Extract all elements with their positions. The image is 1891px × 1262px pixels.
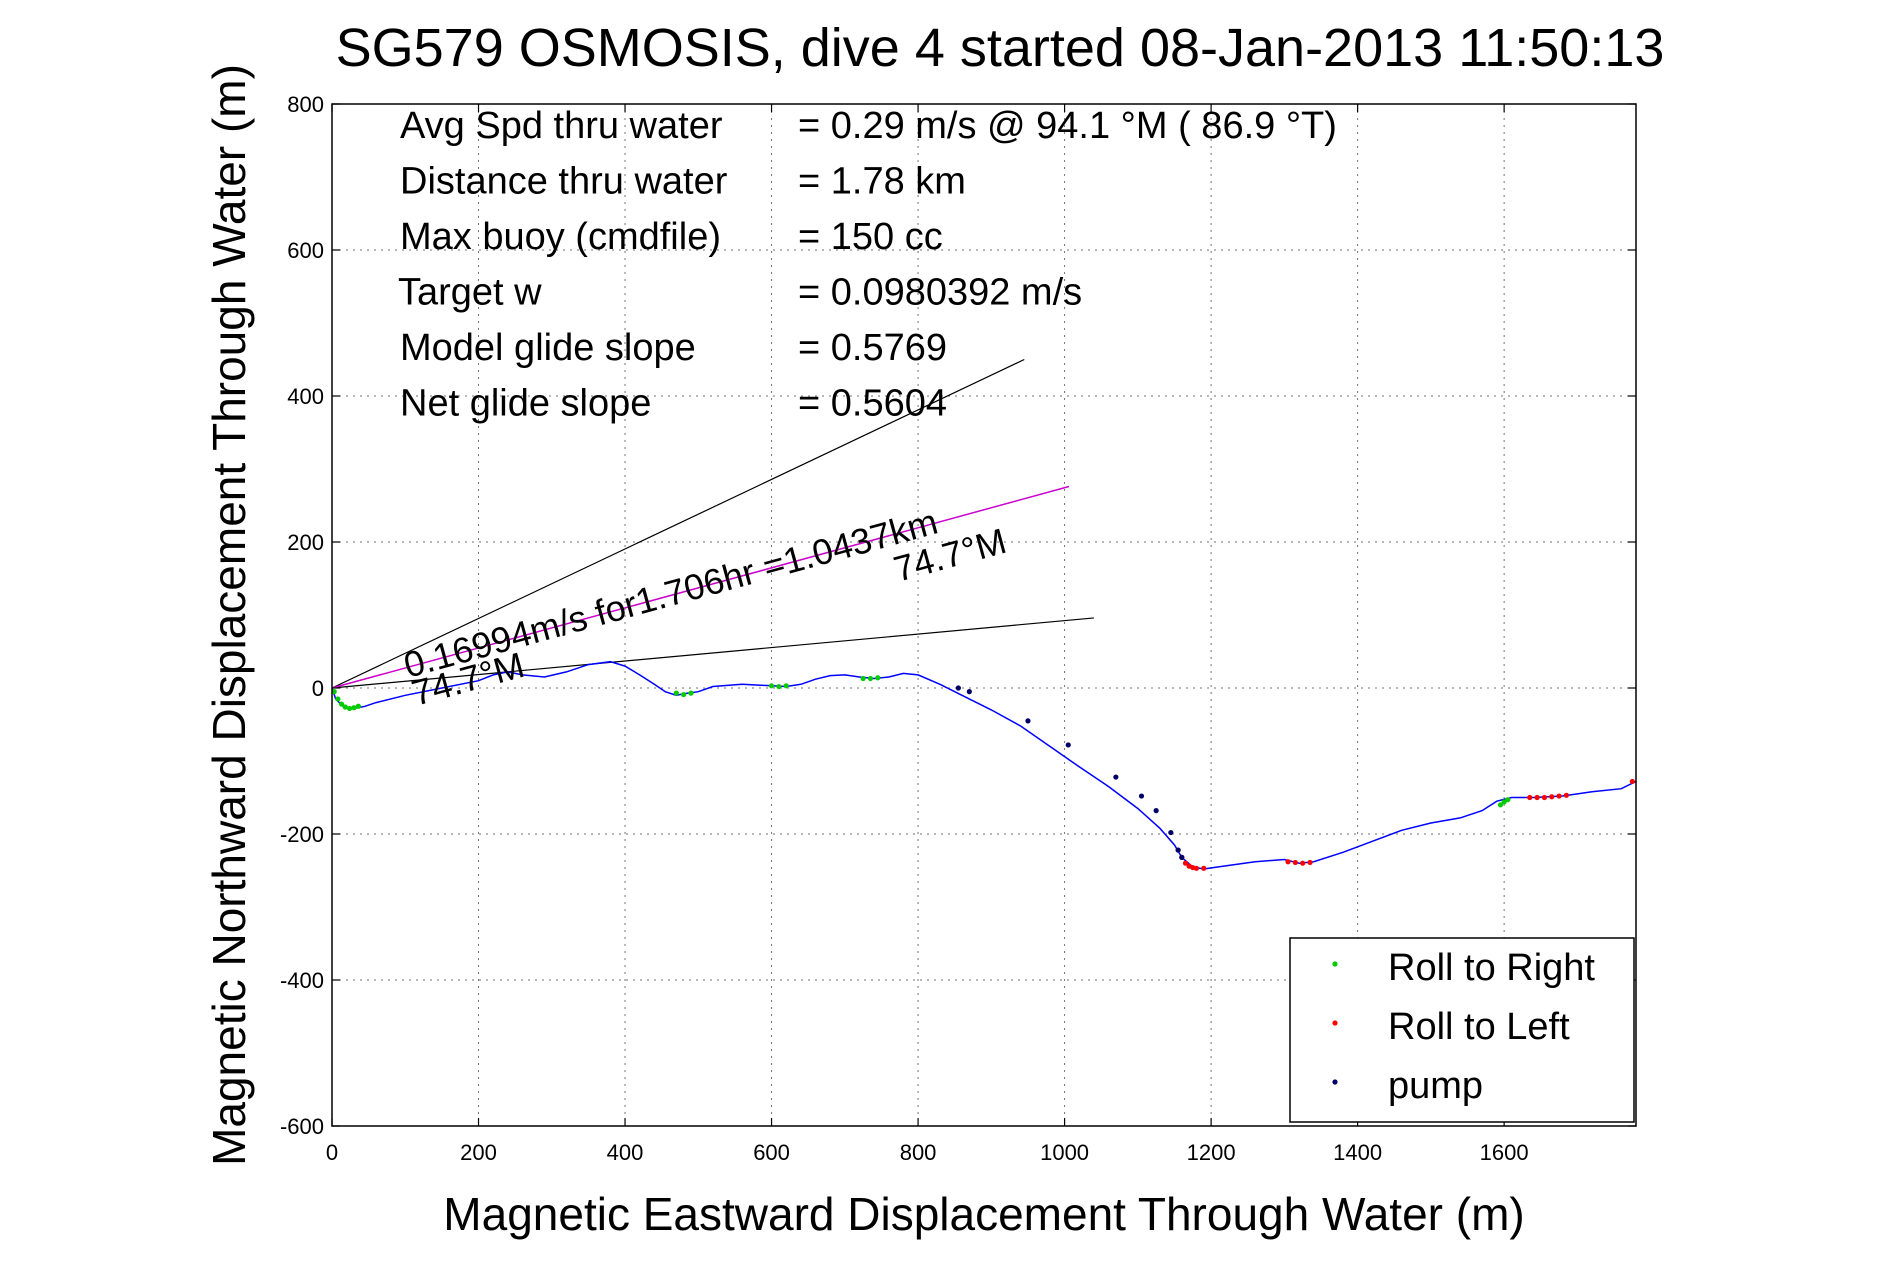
roll-right-point	[346, 705, 353, 712]
roll-left-point	[1193, 865, 1200, 871]
legend-label: Roll to Left	[1388, 1006, 1570, 1048]
roll-left-point	[1307, 859, 1313, 866]
roll-right-point	[342, 704, 348, 710]
legend: Roll to Right Roll to Left pump	[1289, 937, 1635, 1123]
info-value: = 0.5769	[798, 327, 947, 369]
legend-marker	[1332, 1079, 1338, 1085]
y-axis-label: Magnetic Northward Displacement Through …	[203, 64, 255, 1166]
info-label: Avg Spd thru water	[400, 105, 723, 147]
info-value: = 150 cc	[798, 216, 943, 258]
roll-left-point	[1629, 778, 1635, 785]
roll-left-point	[1201, 865, 1207, 871]
x-tick-label: 800	[900, 1140, 937, 1165]
roll-right-point	[673, 690, 679, 696]
pump-point	[1065, 742, 1071, 748]
y-tick-label: 200	[287, 530, 324, 555]
x-tick-label: 0	[326, 1140, 338, 1165]
y-tick-label: 0	[312, 676, 324, 701]
pump-point	[1179, 854, 1185, 860]
x-tick-label: 1000	[1040, 1140, 1089, 1165]
pump-point	[1168, 829, 1174, 836]
y-tick-label: 800	[287, 92, 324, 117]
info-value: = 0.5604	[798, 383, 947, 425]
roll-right-point	[776, 683, 782, 690]
info-value: = 0.0980392 m/s	[798, 272, 1082, 314]
roll-left-point	[1292, 859, 1298, 866]
info-text-block: Avg Spd thru water = 0.29 m/s @ 94.1 °M (…	[398, 105, 1337, 425]
cone-line	[331, 617, 1094, 689]
info-label: Net glide slope	[400, 383, 651, 425]
roll-right-point	[688, 690, 694, 696]
legend-marker	[1332, 1020, 1338, 1026]
x-tick-label: 1400	[1333, 1140, 1382, 1165]
y-tick-label: 600	[287, 238, 324, 263]
y-tick-label: -200	[280, 822, 324, 847]
info-label: Distance thru water	[400, 161, 728, 203]
roll-right-point	[1505, 797, 1511, 803]
roll-left-point	[1285, 859, 1291, 865]
x-tick-label: 1600	[1480, 1140, 1529, 1165]
info-label: Max buoy (cmdfile)	[400, 216, 721, 258]
reference-lines	[331, 358, 1094, 689]
glider-track-line	[331, 660, 1637, 870]
legend-label: Roll to Right	[1388, 947, 1595, 989]
roll-right-point	[338, 701, 345, 707]
cone-line	[331, 358, 1025, 689]
pump-point	[1113, 774, 1119, 780]
roll-right-point	[783, 683, 789, 689]
roll-right-point	[768, 683, 775, 689]
marker-points	[331, 675, 1635, 871]
roll-left-point	[1541, 794, 1548, 801]
y-tick-label: -600	[280, 1114, 324, 1139]
roll-right-point	[335, 696, 341, 702]
roll-right-point	[1497, 802, 1504, 808]
x-tick-label: 200	[460, 1140, 497, 1165]
roll-left-point	[1563, 792, 1570, 798]
roll-left-point	[1300, 860, 1306, 866]
roll-right-point	[860, 675, 866, 682]
roll-right-point	[355, 703, 361, 709]
pump-point	[955, 685, 961, 691]
roll-right-point	[875, 675, 881, 681]
pump-point	[966, 689, 972, 695]
pump-point	[1175, 847, 1181, 853]
roll-left-point	[1534, 794, 1540, 801]
info-label: Model glide slope	[400, 327, 696, 369]
roll-right-point	[351, 705, 357, 711]
pump-point	[1138, 793, 1145, 799]
roll-left-point	[1527, 794, 1533, 801]
roll-right-point	[331, 689, 337, 695]
x-tick-label: 600	[753, 1140, 790, 1165]
roll-left-point	[1556, 793, 1562, 799]
pump-point	[1025, 718, 1031, 724]
x-tick-label: 400	[607, 1140, 644, 1165]
grid-layer	[332, 104, 1636, 1126]
roll-left-point	[1549, 794, 1555, 800]
y-tick-label: 400	[287, 384, 324, 409]
info-label: Target w	[398, 272, 542, 314]
legend-label: pump	[1388, 1065, 1483, 1107]
x-axis-label: Magnetic Eastward Displacement Through W…	[443, 1188, 1524, 1240]
x-tick-label: 1200	[1187, 1140, 1236, 1165]
plot-frame	[331, 103, 1637, 1127]
info-value: = 0.29 m/s @ 94.1 °M ( 86.9 °T)	[798, 105, 1337, 147]
chart-title: SG579 OSMOSIS, dive 4 started 08-Jan-201…	[336, 18, 1665, 78]
info-value: = 1.78 km	[798, 161, 966, 203]
roll-left-point	[1182, 860, 1189, 866]
legend-marker	[1332, 961, 1338, 967]
roll-right-point	[681, 691, 687, 698]
roll-right-point	[867, 675, 874, 682]
current-vector-line	[331, 485, 1070, 689]
pump-point	[1153, 808, 1159, 814]
legend-box	[1289, 937, 1635, 1123]
track-layer	[331, 660, 1637, 870]
y-tick-label: -400	[280, 968, 324, 993]
